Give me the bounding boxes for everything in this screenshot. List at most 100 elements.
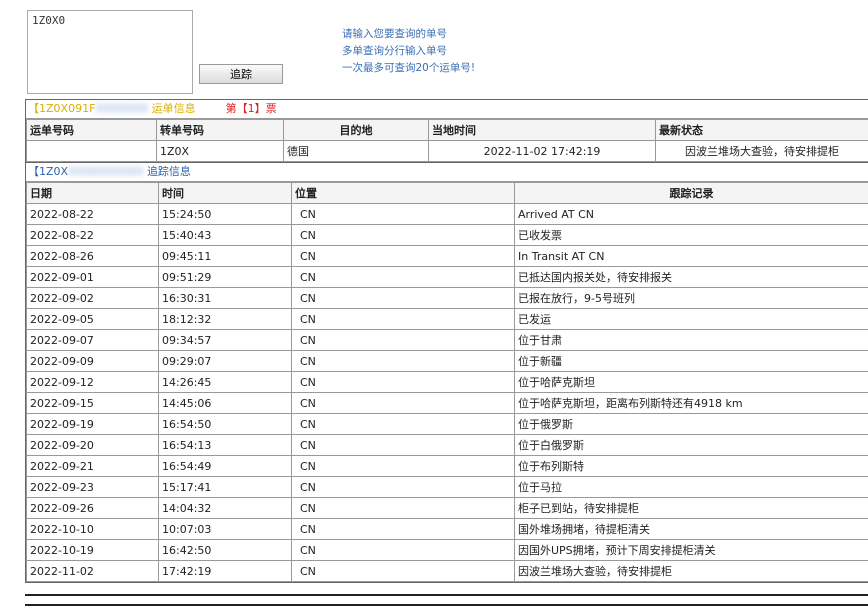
date-cell: 2022-09-21: [26, 455, 159, 477]
tracking-row: 2022-09-21 16:54:49 CN 位于布列斯特: [26, 455, 868, 477]
tracking-row: 2022-09-01 09:51:29 CN 已抵达国内报关处，待安排报关: [26, 266, 868, 288]
record-cell: 位于甘肃: [514, 329, 868, 351]
tracking-row: 2022-09-19 16:54:50 CN 位于俄罗斯: [26, 413, 868, 435]
tracking-table: 日期 时间 位置 跟踪记录 2022-08-22 15:24:50 CN Arrive…: [26, 182, 868, 582]
col-record: 跟踪记录: [514, 182, 868, 204]
record-cell: 已发运: [514, 308, 868, 330]
record-cell: 位于新疆: [514, 350, 868, 372]
date-cell: 2022-11-02: [26, 560, 159, 582]
location-cell: CN: [291, 476, 515, 498]
record-cell: 已抵达国内报关处，待安排报关: [514, 266, 868, 288]
shipment-number: 【1Z0X091F: [28, 102, 96, 115]
tracking-number-input[interactable]: 1Z0X0: [27, 10, 193, 94]
shipment-info-panel: 【1Z0X091FXXXXXXX 运单信息 第【1】票 运单号码 转单号码 目的地…: [25, 99, 868, 583]
time-cell: 15:40:43: [158, 224, 292, 246]
col-transfer: 转单号码: [156, 119, 284, 141]
col-waybill: 运单号码: [26, 119, 157, 141]
record-cell: 位于哈萨克斯坦: [514, 371, 868, 393]
location-cell: CN: [291, 329, 515, 351]
shipment-row: 1Z0X 德国 2022-11-02 17:42:19 因波兰堆场大查验，待安排…: [26, 140, 868, 162]
waybill-number: [26, 140, 157, 162]
hint-line: 多单查询分行输入单号: [342, 45, 447, 57]
tracking-caption-label: 追踪信息: [146, 165, 191, 178]
col-location: 位置: [291, 182, 515, 204]
location-cell: CN: [291, 497, 515, 519]
location-cell: CN: [291, 308, 515, 330]
time-cell: 16:54:49: [158, 455, 292, 477]
tracking-row: 2022-10-10 10:07:03 CN 国外堆场拥堵，待提柜清关: [26, 518, 868, 540]
tracking-header-row: 日期 时间 位置 跟踪记录: [26, 182, 868, 204]
record-cell: 位于马拉: [514, 476, 868, 498]
date-cell: 2022-09-23: [26, 476, 159, 498]
transfer-number: 1Z0X: [156, 140, 284, 162]
col-status: 最新状态: [655, 119, 868, 141]
time-cell: 18:12:32: [158, 308, 292, 330]
time-cell: 09:45:11: [158, 245, 292, 267]
time-cell: 15:24:50: [158, 203, 292, 225]
col-time: 时间: [158, 182, 292, 204]
location-cell: CN: [291, 203, 515, 225]
location-cell: CN: [291, 371, 515, 393]
record-cell: 已报在放行，9-5号班列: [514, 287, 868, 309]
location-cell: CN: [291, 455, 515, 477]
record-cell: 国外堆场拥堵，待提柜清关: [514, 518, 868, 540]
tracking-row: 2022-09-09 09:29:07 CN 位于新疆: [26, 350, 868, 372]
location-cell: CN: [291, 413, 515, 435]
track-button[interactable]: 追踪: [199, 64, 283, 84]
record-cell: 位于白俄罗斯: [514, 434, 868, 456]
date-cell: 2022-09-07: [26, 329, 159, 351]
tracking-row: 2022-08-26 09:45:11 CN In Transit AT CN: [26, 245, 868, 267]
tracking-row: 2022-11-02 17:42:19 CN 因波兰堆场大查验，待安排提柜: [26, 560, 868, 582]
date-cell: 2022-09-09: [26, 350, 159, 372]
location-cell: CN: [291, 392, 515, 414]
location-cell: CN: [291, 560, 515, 582]
latest-status: 因波兰堆场大查验，待安排提柜: [655, 140, 868, 162]
record-cell: Arrived AT CN: [514, 203, 868, 225]
date-cell: 2022-09-20: [26, 434, 159, 456]
tracking-row: 2022-08-22 15:40:43 CN 已收发票: [26, 224, 868, 246]
location-cell: CN: [291, 539, 515, 561]
time-cell: 09:51:29: [158, 266, 292, 288]
tracking-row: 2022-09-02 16:30:31 CN 已报在放行，9-5号班列: [26, 287, 868, 309]
location-cell: CN: [291, 350, 515, 372]
tracking-row: 2022-09-15 14:45:06 CN 位于哈萨克斯坦，距离布列斯特还有4918…: [26, 392, 868, 414]
date-cell: 2022-09-26: [26, 497, 159, 519]
record-cell: 位于俄罗斯: [514, 413, 868, 435]
location-cell: CN: [291, 266, 515, 288]
hint-line: 请输入您要查询的单号: [342, 28, 447, 40]
shipment-header-row: 运单号码 转单号码 目的地 当地时间 最新状态: [26, 119, 868, 141]
time-cell: 09:29:07: [158, 350, 292, 372]
date-cell: 2022-09-01: [26, 266, 159, 288]
tracking-row: 2022-09-26 14:04:32 CN 柜子已到站，待安排提柜: [26, 497, 868, 519]
col-local-time: 当地时间: [428, 119, 656, 141]
time-cell: 14:45:06: [158, 392, 292, 414]
tracking-row: 2022-09-23 15:17:41 CN 位于马拉: [26, 476, 868, 498]
hint-text: 请输入您要查询的单号 多单查询分行输入单号 一次最多可查询20个运单号!: [342, 26, 475, 77]
date-cell: 2022-09-19: [26, 413, 159, 435]
time-cell: 16:54:13: [158, 434, 292, 456]
tracking-row: 2022-10-19 16:42:50 CN 因国外UPS拥堵，预计下周安排提柜清关: [26, 539, 868, 561]
record-cell: 柜子已到站，待安排提柜: [514, 497, 868, 519]
location-cell: CN: [291, 224, 515, 246]
tracking-number: 【1Z0X: [28, 165, 69, 178]
time-cell: 14:26:45: [158, 371, 292, 393]
tracking-row: 2022-09-07 09:34:57 CN 位于甘肃: [26, 329, 868, 351]
time-cell: 16:30:31: [158, 287, 292, 309]
tracking-row: 2022-09-05 18:12:32 CN 已发运: [26, 308, 868, 330]
date-cell: 2022-08-22: [26, 203, 159, 225]
record-cell: 位于哈萨克斯坦，距离布列斯特还有4918 km: [514, 392, 868, 414]
ticket-index: 第【1】票: [225, 102, 277, 115]
redacted: XXXXXXX: [95, 102, 149, 115]
divider: [25, 604, 868, 606]
time-cell: 16:54:50: [158, 413, 292, 435]
record-cell: 位于布列斯特: [514, 455, 868, 477]
time-cell: 16:42:50: [158, 539, 292, 561]
tracking-row: 2022-09-20 16:54:13 CN 位于白俄罗斯: [26, 434, 868, 456]
col-date: 日期: [26, 182, 159, 204]
record-cell: In Transit AT CN: [514, 245, 868, 267]
date-cell: 2022-09-05: [26, 308, 159, 330]
time-cell: 09:34:57: [158, 329, 292, 351]
record-cell: 因国外UPS拥堵，预计下周安排提柜清关: [514, 539, 868, 561]
date-cell: 2022-10-10: [26, 518, 159, 540]
location-cell: CN: [291, 434, 515, 456]
